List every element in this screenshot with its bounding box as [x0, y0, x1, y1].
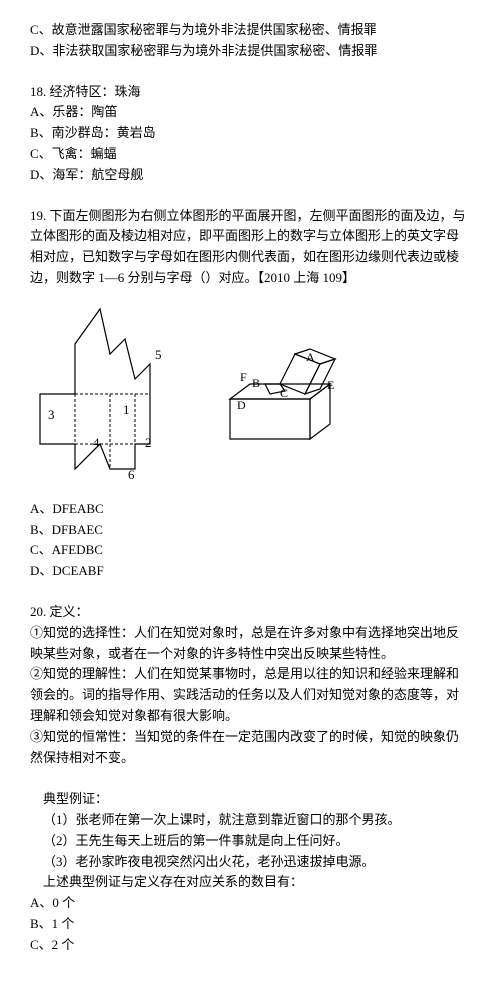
option-d: D、非法获取国家秘密罪与为境外非法提供国家秘密、情报罪	[30, 41, 470, 62]
q20-def2: ②知觉的理解性：人们在知觉某事物时，总是用以往的知识和经验来理解和领会的。词的指…	[30, 664, 470, 726]
q19-option-a: A、DFEABC	[30, 499, 470, 520]
svg-text:6: 6	[128, 467, 135, 482]
q18: 18. 经济特区：珠海 A、乐器：陶笛 B、南沙群岛：黄岩岛 C、飞禽：蝙蝠 D…	[30, 82, 470, 186]
q19-right-figure: A B C D E F	[210, 339, 350, 449]
q19-option-d: D、DCEABF	[30, 561, 470, 582]
q20-examples-label: 典型例证：	[43, 789, 470, 810]
q20-def3: ③知觉的恒常性：当知觉的条件在一定范围内改变了的时候，知觉的映象仍然保持相对不变…	[30, 727, 470, 769]
q20: 20. 定义： ①知觉的选择性：人们在知觉对象时，总是在许多对象中有选择地突出地…	[30, 602, 470, 956]
option-c: C、故意泄露国家秘密罪与为境外非法提供国家秘密、情报罪	[30, 20, 470, 41]
svg-text:5: 5	[155, 347, 162, 362]
q20-ex1: （1）张老师在第一次上课时，就注意到靠近窗口的那个男孩。	[43, 810, 470, 831]
svg-text:B: B	[252, 376, 260, 390]
q20-ex3: （3）老孙家昨夜电视突然闪出火花，老孙迅速拔掉电源。	[43, 852, 470, 873]
svg-text:1: 1	[123, 402, 130, 417]
q20-option-a: A、0 个	[30, 893, 470, 914]
svg-text:A: A	[306, 350, 315, 364]
svg-text:4: 4	[93, 435, 100, 450]
q19-option-c: C、AFEDBC	[30, 540, 470, 561]
q20-ex2: （2）王先生每天上班后的第一件事就是向上任问好。	[43, 831, 470, 852]
svg-text:3: 3	[48, 407, 55, 422]
q19-figures: 5 1 3 4 2 6 A B C D E F	[30, 299, 470, 489]
q17-options-fragment: C、故意泄露国家秘密罪与为境外非法提供国家秘密、情报罪 D、非法获取国家秘密罪与…	[30, 20, 470, 62]
svg-text:D: D	[237, 398, 246, 412]
q19-left-figure: 5 1 3 4 2 6	[30, 299, 180, 489]
svg-text:E: E	[327, 378, 334, 392]
svg-text:C: C	[280, 386, 288, 400]
q20-option-c: C、2 个	[30, 935, 470, 956]
q18-stem: 18. 经济特区：珠海	[30, 82, 470, 103]
svg-text:F: F	[240, 370, 247, 384]
q20-question: 上述典型例证与定义存在对应关系的数目有：	[43, 872, 470, 893]
q19-stem: 19. 下面左侧图形为右侧立体图形的平面展开图，左侧平面图形的面及边，与立体图形…	[30, 206, 470, 289]
q18-option-b: B、南沙群岛：黄岩岛	[30, 123, 470, 144]
q20-def1: ①知觉的选择性：人们在知觉对象时，总是在许多对象中有选择地突出地反映某些对象，或…	[30, 623, 470, 665]
q18-option-c: C、飞禽：蝙蝠	[30, 144, 470, 165]
svg-text:2: 2	[145, 435, 152, 450]
q19: 19. 下面左侧图形为右侧立体图形的平面展开图，左侧平面图形的面及边，与立体图形…	[30, 206, 470, 582]
q20-stem: 20. 定义：	[30, 602, 470, 623]
q20-option-b: B、1 个	[30, 914, 470, 935]
q18-option-a: A、乐器：陶笛	[30, 102, 470, 123]
q19-option-b: B、DFBAEC	[30, 520, 470, 541]
q18-option-d: D、海军：航空母舰	[30, 165, 470, 186]
